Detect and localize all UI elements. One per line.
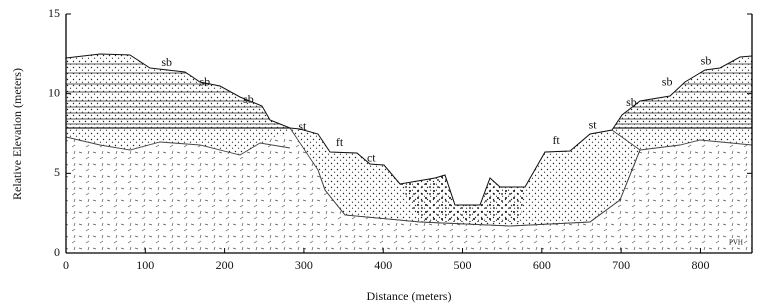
x-tick-label: 0 (63, 258, 69, 272)
credit: PVH (729, 239, 743, 247)
x-tick-label: 500 (454, 258, 472, 272)
strata (66, 14, 752, 253)
annotation: ct (367, 151, 376, 165)
y-tick-label: 0 (54, 245, 60, 259)
x-tick-label: 700 (612, 258, 630, 272)
y-tick-label: 10 (48, 85, 60, 99)
y-tick-label: 5 (54, 165, 60, 179)
annotation: ft (552, 133, 560, 147)
x-tick-label: 100 (136, 258, 154, 272)
annotation: st (589, 117, 598, 131)
y-tick-label: 15 (48, 6, 60, 20)
annotation: sb (161, 55, 172, 69)
x-tick-label: 600 (533, 258, 551, 272)
chart: Distance (meters) Relative Elevation (me… (0, 0, 772, 306)
y-axis-title: Relative Elevation (meters) (10, 68, 24, 200)
x-tick-label: 800 (691, 258, 709, 272)
x-tick-label: 300 (295, 258, 313, 272)
annotation: ft (336, 135, 344, 149)
annotation: sb (662, 74, 673, 88)
x-tick-label: 200 (216, 258, 234, 272)
x-tick-label: 400 (374, 258, 392, 272)
annotation: sb (701, 54, 712, 68)
annotation: sb (199, 74, 210, 88)
annotation: sb (626, 95, 637, 109)
annotation: st (298, 119, 307, 133)
annotation: sb (243, 92, 254, 106)
x-axis-title: Distance (meters) (367, 289, 452, 303)
